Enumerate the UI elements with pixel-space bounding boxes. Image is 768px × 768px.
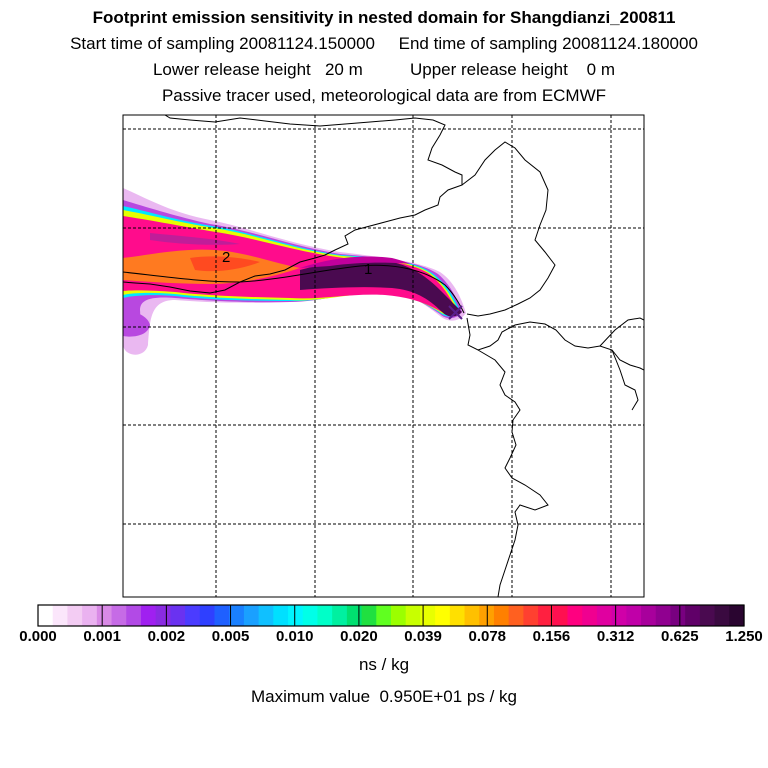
release-height-line: Lower release height 20 m Upper release … <box>152 60 616 79</box>
colorbar-swatch <box>611 605 627 626</box>
colorbar-swatch <box>82 605 98 626</box>
colorbar-swatch <box>435 605 451 626</box>
maximum-value-label: Maximum value 0.950E+01 ps / kg <box>251 687 517 706</box>
colorbar-tick-label: 0.156 <box>532 628 571 645</box>
colorbar-swatch <box>361 605 377 626</box>
colorbar-swatch <box>729 605 745 626</box>
colorbar-swatch <box>464 605 480 626</box>
unit-label: ns / kg <box>358 655 410 674</box>
colorbar-swatch <box>626 605 642 626</box>
colorbar-swatch <box>405 605 422 626</box>
colorbar-swatch <box>508 605 524 626</box>
border-line-north <box>123 115 463 294</box>
colorbar-tick-label: 0.039 <box>404 628 442 645</box>
colorbar-swatch <box>699 605 716 626</box>
border-line-mid <box>123 264 465 314</box>
colorbar-tick-label: 0.625 <box>661 628 699 645</box>
colorbar <box>38 605 745 626</box>
colorbar-tick-label: 0.005 <box>211 628 250 645</box>
colorbar-swatch <box>523 605 539 626</box>
plume-magenta-edge <box>300 256 410 268</box>
colorbar-tick-label: 0.078 <box>468 628 507 645</box>
colorbar-swatch <box>52 605 69 626</box>
colorbar-swatch <box>420 605 436 626</box>
colorbar-swatch <box>258 605 274 626</box>
colorbar-swatch <box>332 605 348 626</box>
coastlines <box>123 115 644 597</box>
colorbar-tick-label: 0.002 <box>147 628 186 645</box>
tracer-info-line: Passive tracer used, meteorological data… <box>161 86 607 105</box>
colorbar-swatch <box>155 605 171 626</box>
colorbar-swatch <box>346 605 363 626</box>
colorbar-tick-label: 1.250 <box>725 628 763 645</box>
colorbar-swatch <box>273 605 289 626</box>
plume-marker-1: 1 <box>364 261 372 278</box>
plume-dark-core <box>300 260 462 317</box>
colorbar-swatch <box>538 605 554 626</box>
colorbar-swatch <box>655 605 672 626</box>
plume-red-core <box>190 256 260 272</box>
coast-bay <box>466 317 644 371</box>
colorbar-swatch <box>641 605 657 626</box>
colorbar-swatch <box>229 605 245 626</box>
coast-island-east <box>599 317 644 347</box>
plume-marker-2: 2 <box>222 249 230 266</box>
plume-left-blob <box>123 311 150 337</box>
map-frame <box>122 114 645 598</box>
colorbar-swatch <box>214 605 230 626</box>
plume-purple-streak <box>150 233 240 245</box>
coast-peninsula <box>477 349 549 597</box>
colorbar-swatch <box>243 605 260 626</box>
colorbar-swatch <box>96 605 113 626</box>
colorbar-swatch <box>199 605 216 626</box>
colorbar-tick-label: 0.020 <box>340 628 378 645</box>
colorbar-swatch <box>170 605 186 626</box>
colorbar-swatch <box>317 605 333 626</box>
colorbar-swatch <box>714 605 730 626</box>
colorbar-tick-label: 0.010 <box>275 628 314 645</box>
colorbar-swatch <box>67 605 83 626</box>
colorbar-frame <box>37 604 745 627</box>
colorbar-swatch <box>288 605 304 626</box>
colorbar-tick-label: 0.000 <box>19 628 57 645</box>
sampling-time-line: Start time of sampling 20081124.150000 E… <box>70 34 698 53</box>
colorbar-swatch <box>567 605 583 626</box>
colorbar-tick-label: 0.001 <box>83 628 121 645</box>
colorbar-swatch <box>140 605 157 626</box>
coast-east-shore <box>611 349 639 411</box>
colorbar-swatch <box>185 605 201 626</box>
colorbar-swatch <box>552 605 569 626</box>
colorbar-swatch <box>582 605 598 626</box>
colorbar-swatch <box>391 605 407 626</box>
colorbar-swatch <box>126 605 142 626</box>
colorbar-swatch <box>302 605 319 626</box>
colorbar-swatch <box>596 605 613 626</box>
colorbar-swatch <box>670 605 686 626</box>
colorbar-tick-label: 0.312 <box>596 628 635 645</box>
colorbar-swatch <box>38 605 54 626</box>
coast-gulf <box>461 141 556 317</box>
colorbar-swatch <box>685 605 701 626</box>
colorbar-swatch <box>376 605 392 626</box>
colorbar-swatch <box>493 605 510 626</box>
colorbar-swatch <box>449 605 466 626</box>
release-site-x-icon <box>448 305 463 320</box>
lat-lon-grid <box>123 115 644 597</box>
colorbar-swatch <box>111 605 127 626</box>
plot-title: Footprint emission sensitivity in nested… <box>92 8 676 27</box>
plume-layer <box>123 188 466 355</box>
